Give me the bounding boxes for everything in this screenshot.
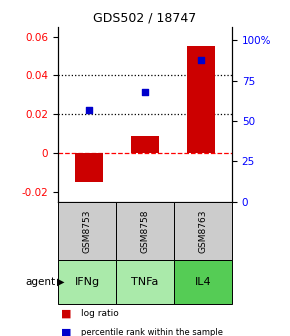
Bar <box>187 46 215 153</box>
Text: IFNg: IFNg <box>75 277 99 287</box>
Point <box>199 57 204 62</box>
Text: GSM8758: GSM8758 <box>140 209 150 253</box>
Text: GSM8753: GSM8753 <box>82 209 92 253</box>
Bar <box>131 136 159 153</box>
Text: ▶: ▶ <box>57 277 64 287</box>
Title: GDS502 / 18747: GDS502 / 18747 <box>93 11 197 24</box>
Text: GSM8763: GSM8763 <box>198 209 208 253</box>
Bar <box>75 153 103 182</box>
Text: percentile rank within the sample: percentile rank within the sample <box>81 328 223 336</box>
Text: ■: ■ <box>61 309 71 319</box>
Text: ■: ■ <box>61 328 71 336</box>
Text: IL4: IL4 <box>195 277 211 287</box>
Text: agent: agent <box>25 277 55 287</box>
Text: log ratio: log ratio <box>81 309 119 318</box>
Point <box>86 107 91 112</box>
Text: TNFa: TNFa <box>131 277 159 287</box>
Point <box>143 89 147 95</box>
